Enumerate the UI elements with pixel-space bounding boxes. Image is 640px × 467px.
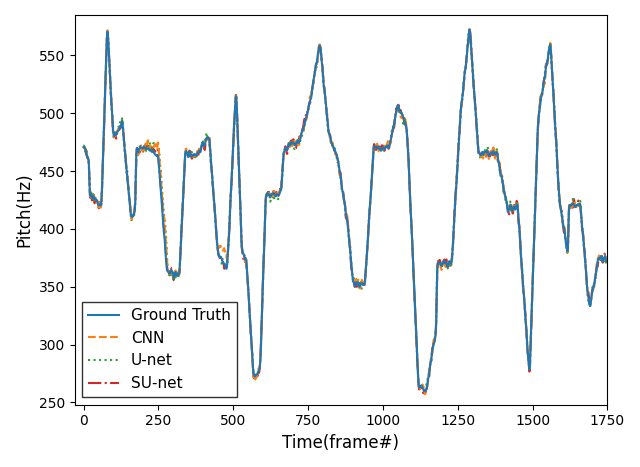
U-net — [413, 344, 420, 349]
Ground Truth — [413, 343, 420, 348]
Ground Truth — [212, 232, 220, 237]
SU-net — [100, 112, 108, 118]
CNN — [307, 93, 314, 99]
Ground Truth — [604, 258, 611, 263]
SU-net — [266, 192, 273, 198]
SU-net — [247, 328, 255, 333]
U-net — [421, 388, 429, 393]
U-net — [79, 143, 87, 149]
U-net — [100, 109, 108, 115]
U-net — [307, 95, 314, 101]
Y-axis label: Pitch(Hz): Pitch(Hz) — [15, 172, 33, 247]
Ground Truth — [79, 144, 87, 150]
CNN — [413, 347, 421, 353]
Line: CNN: CNN — [83, 30, 607, 394]
SU-net — [466, 26, 474, 31]
SU-net — [421, 390, 429, 396]
Ground Truth — [100, 108, 108, 114]
Legend: Ground Truth, CNN, U-net, SU-net: Ground Truth, CNN, U-net, SU-net — [82, 302, 237, 397]
CNN — [247, 332, 255, 338]
Line: SU-net: SU-net — [83, 28, 607, 393]
CNN — [104, 28, 111, 33]
Ground Truth — [307, 98, 314, 103]
SU-net — [413, 348, 420, 354]
CNN — [213, 236, 221, 242]
Ground Truth — [266, 192, 273, 198]
Line: Ground Truth: Ground Truth — [83, 30, 607, 391]
CNN — [100, 108, 108, 113]
SU-net — [307, 100, 314, 106]
CNN — [266, 192, 273, 198]
Ground Truth — [421, 389, 429, 394]
U-net — [604, 257, 611, 263]
CNN — [79, 145, 87, 150]
Ground Truth — [466, 27, 474, 33]
U-net — [266, 192, 273, 198]
U-net — [465, 28, 473, 33]
SU-net — [212, 234, 220, 239]
CNN — [421, 391, 429, 397]
Line: U-net: U-net — [83, 30, 607, 390]
CNN — [604, 255, 611, 260]
U-net — [247, 324, 255, 329]
SU-net — [79, 145, 87, 150]
U-net — [212, 233, 220, 239]
X-axis label: Time(frame#): Time(frame#) — [282, 434, 399, 452]
Ground Truth — [247, 325, 255, 331]
SU-net — [604, 260, 611, 266]
